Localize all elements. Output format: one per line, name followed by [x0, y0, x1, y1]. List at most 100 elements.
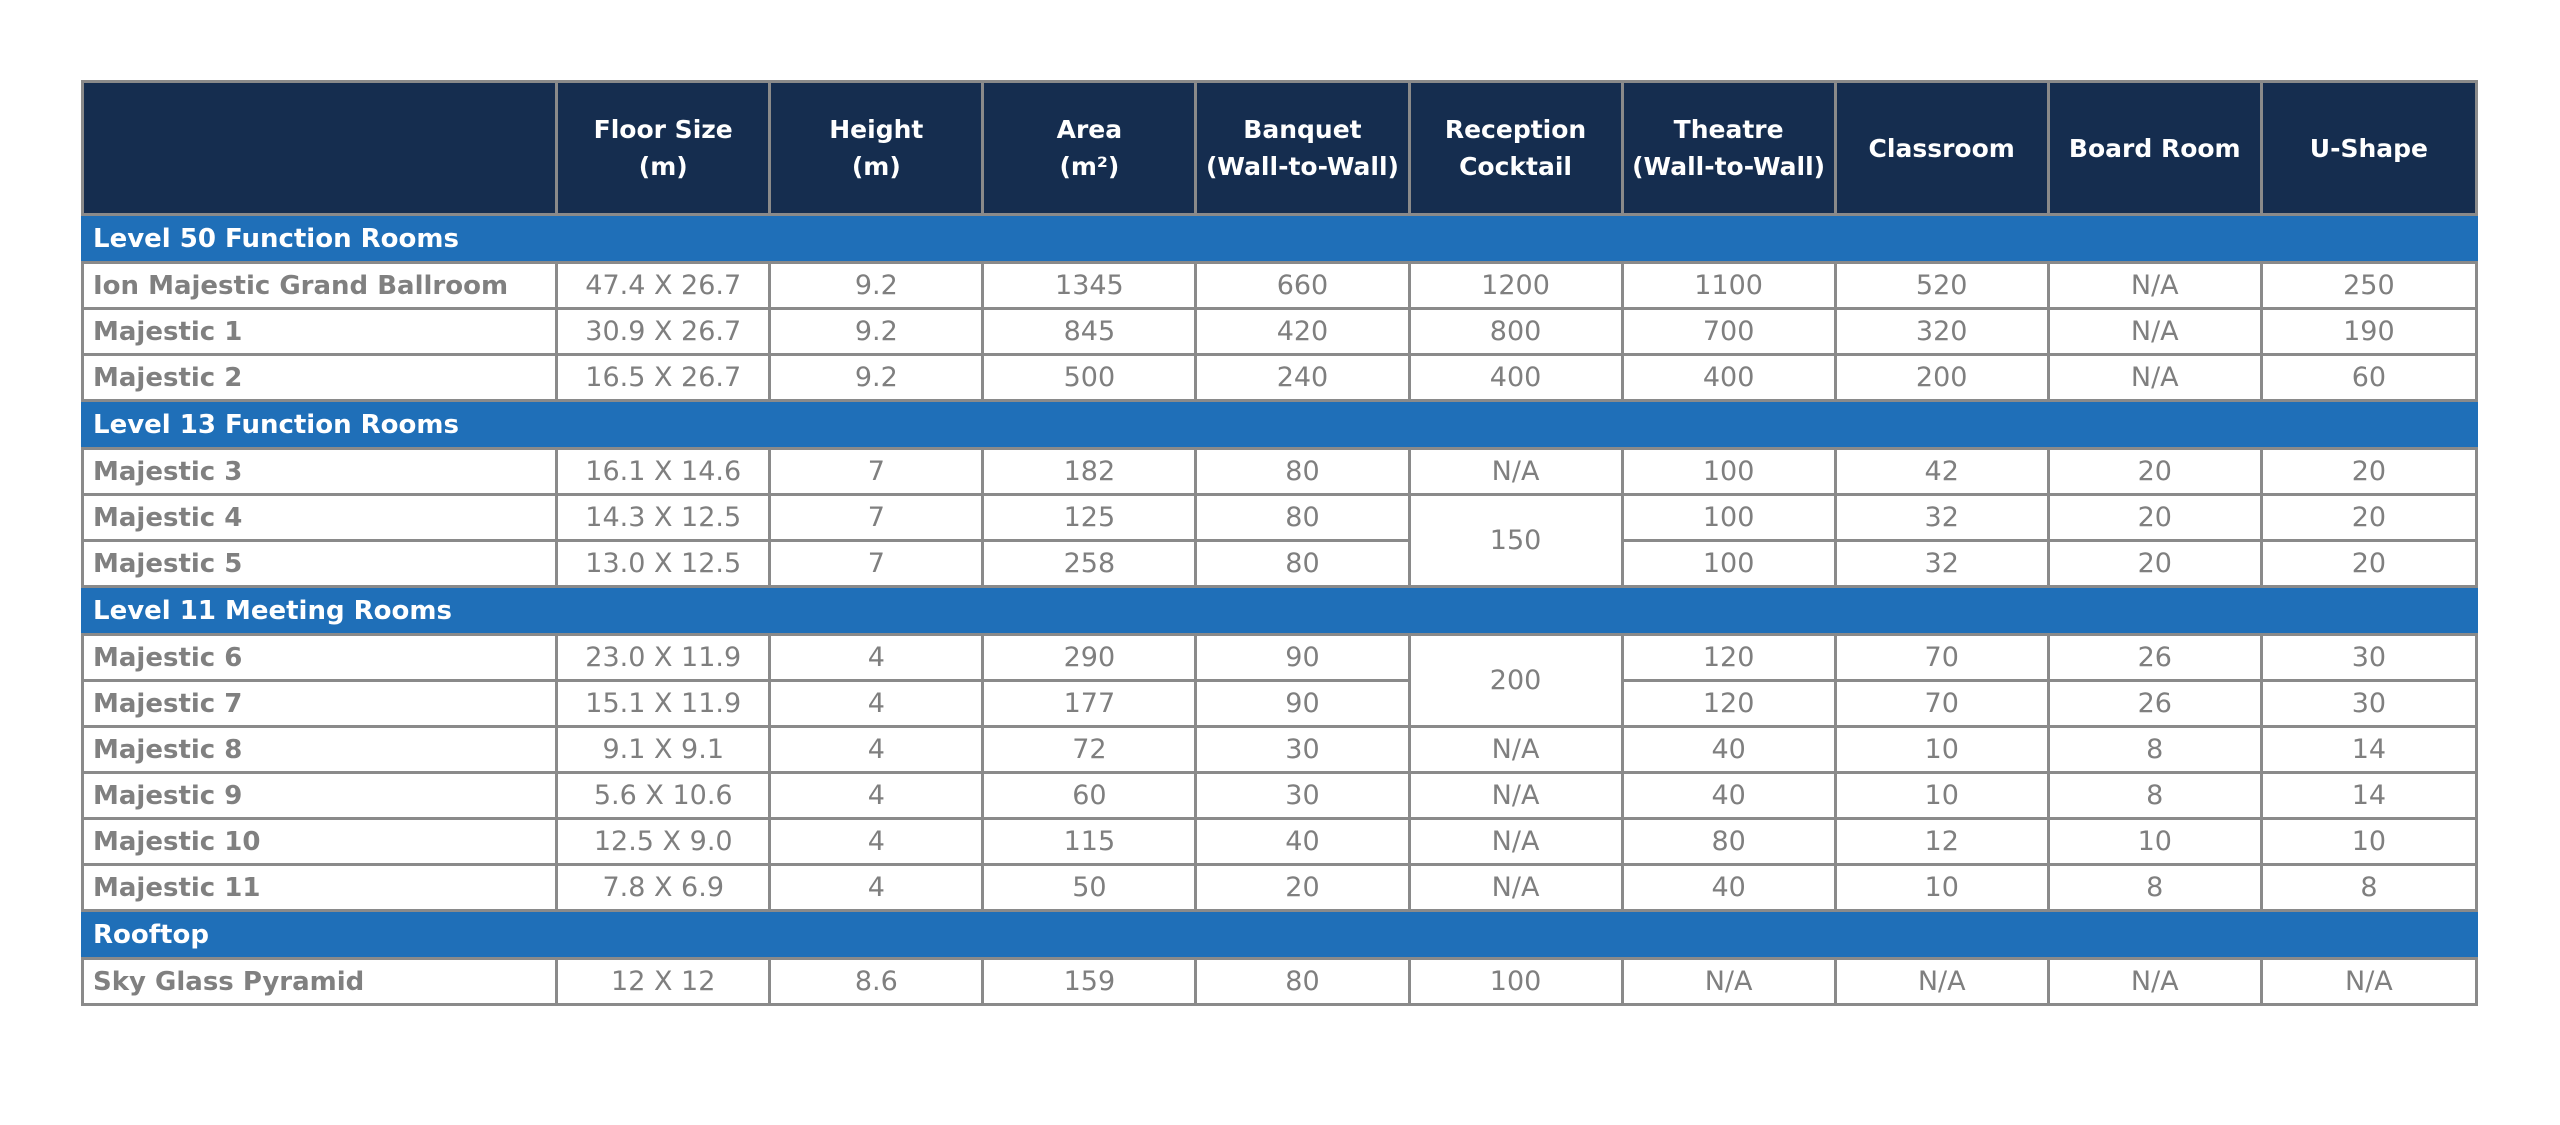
reception-cell: 150 [1407, 493, 1624, 588]
floor-size-cell: 16.1 X 14.6 [555, 447, 772, 496]
room-name-cell: Majestic 10 [80, 817, 559, 866]
area-cell: 50 [981, 863, 1198, 912]
column-header-ushape: U-Shape [2259, 80, 2479, 216]
header-row: Floor Size (m) Height (m) Area (m²) Banquet (Wa… [80, 80, 2479, 216]
height-cell: 4 [768, 679, 985, 728]
classroom-cell: 32 [1833, 539, 2050, 588]
boardroom-cell: N/A [2046, 957, 2263, 1006]
area-cell: 290 [981, 633, 1198, 682]
floor-size-cell: 23.0 X 11.9 [555, 633, 772, 682]
room-name-cell: Majestic 11 [80, 863, 559, 912]
ushape-cell: 14 [2259, 725, 2479, 774]
height-cell: 4 [768, 863, 985, 912]
column-header-area: Area (m²) [981, 80, 1198, 216]
boardroom-cell: 26 [2046, 633, 2263, 682]
section-row: Level 11 Meeting Rooms [81, 585, 2478, 636]
height-cell: 4 [768, 817, 985, 866]
classroom-cell: 520 [1833, 261, 2050, 310]
banquet-cell: 420 [1194, 307, 1411, 356]
height-cell: 4 [768, 771, 985, 820]
column-header-label: Theatre [1673, 115, 1784, 144]
ushape-cell: 14 [2259, 771, 2479, 820]
banquet-cell: 240 [1194, 353, 1411, 402]
area-cell: 72 [981, 725, 1198, 774]
area-cell: 1345 [981, 261, 1198, 310]
classroom-cell: 42 [1833, 447, 2050, 496]
floor-size-cell: 13.0 X 12.5 [555, 539, 772, 588]
boardroom-cell: 8 [2046, 725, 2263, 774]
theatre-cell: 80 [1620, 817, 1837, 866]
banquet-cell: 30 [1194, 725, 1411, 774]
area-cell: 159 [981, 957, 1198, 1006]
column-header-label: (Wall-to-Wall) [1632, 152, 1826, 181]
column-header-label: (m²) [1059, 152, 1120, 181]
table-row: Majestic 1 30.9 X 26.7 9.2 845 420 800 700 320 N… [80, 307, 2479, 356]
section-title: Level 11 Meeting Rooms [81, 585, 2478, 636]
boardroom-cell: N/A [2046, 353, 2263, 402]
height-cell: 8.6 [768, 957, 985, 1006]
theatre-cell: 40 [1620, 771, 1837, 820]
table-row: Majestic 5 13.0 X 12.5 7 258 80 100 32 20 20 [80, 539, 2479, 588]
table-row: Majestic 2 16.5 X 26.7 9.2 500 240 400 400 200 N… [80, 353, 2479, 402]
function-room-capacity-table-wrap: Floor Size (m) Height (m) Area (m²) Banquet (Wa… [80, 80, 2479, 1006]
table-row: Ion Majestic Grand Ballroom 47.4 X 26.7 9.… [80, 261, 2479, 310]
floor-size-cell: 14.3 X 12.5 [555, 493, 772, 542]
room-name-cell: Majestic 7 [80, 679, 559, 728]
reception-cell: 1200 [1407, 261, 1624, 310]
classroom-cell: 10 [1833, 725, 2050, 774]
boardroom-cell: N/A [2046, 307, 2263, 356]
room-name-cell: Majestic 5 [80, 539, 559, 588]
table-row: Majestic 8 9.1 X 9.1 4 72 30 N/A 40 10 8 14 [80, 725, 2479, 774]
ushape-cell: 60 [2259, 353, 2479, 402]
column-header-label: Classroom [1868, 133, 2015, 163]
column-header-label: U-Shape [2309, 133, 2428, 163]
theatre-cell: 100 [1620, 447, 1837, 496]
reception-cell: 800 [1407, 307, 1624, 356]
height-cell: 9.2 [768, 353, 985, 402]
boardroom-cell: 10 [2046, 817, 2263, 866]
area-cell: 845 [981, 307, 1198, 356]
room-name-cell: Ion Majestic Grand Ballroom [80, 261, 559, 310]
boardroom-cell: 8 [2046, 771, 2263, 820]
ushape-cell: 8 [2259, 863, 2479, 912]
banquet-cell: 80 [1194, 493, 1411, 542]
ushape-cell: 20 [2259, 447, 2479, 496]
boardroom-cell: 8 [2046, 863, 2263, 912]
ushape-cell: 190 [2259, 307, 2479, 356]
reception-cell: 400 [1407, 353, 1624, 402]
ushape-cell: 10 [2259, 817, 2479, 866]
column-header-room [80, 80, 559, 216]
classroom-cell: 200 [1833, 353, 2050, 402]
column-header-boardroom: Board Room [2046, 80, 2263, 216]
height-cell: 9.2 [768, 307, 985, 356]
height-cell: 7 [768, 493, 985, 542]
table-row: Majestic 4 14.3 X 12.5 7 125 80 150 100 32 20 20 [80, 493, 2479, 588]
area-cell: 125 [981, 493, 1198, 542]
floor-size-cell: 30.9 X 26.7 [555, 307, 772, 356]
column-header-label: (m) [638, 152, 688, 181]
banquet-cell: 90 [1194, 633, 1411, 682]
banquet-cell: 80 [1194, 539, 1411, 588]
classroom-cell: 10 [1833, 771, 2050, 820]
theatre-cell: 1100 [1620, 261, 1837, 310]
reception-cell: N/A [1407, 447, 1624, 496]
room-name-cell: Majestic 9 [80, 771, 559, 820]
area-cell: 177 [981, 679, 1198, 728]
room-name-cell: Majestic 1 [80, 307, 559, 356]
theatre-cell: N/A [1620, 957, 1837, 1006]
column-header-label: Cocktail [1459, 152, 1572, 181]
height-cell: 7 [768, 539, 985, 588]
banquet-cell: 80 [1194, 447, 1411, 496]
table-row: Majestic 10 12.5 X 9.0 4 115 40 N/A 80 12 10 10 [80, 817, 2479, 866]
floor-size-cell: 47.4 X 26.7 [555, 261, 772, 310]
classroom-cell: 70 [1833, 679, 2050, 728]
boardroom-cell: 20 [2046, 447, 2263, 496]
room-name-cell: Sky Glass Pyramid [80, 957, 559, 1006]
section-title: Level 50 Function Rooms [81, 213, 2478, 264]
boardroom-cell: 26 [2046, 679, 2263, 728]
ushape-cell: N/A [2259, 957, 2479, 1006]
column-header-classroom: Classroom [1833, 80, 2050, 216]
classroom-cell: 320 [1833, 307, 2050, 356]
column-header-label: Floor Size [593, 115, 733, 144]
floor-size-cell: 5.6 X 10.6 [555, 771, 772, 820]
